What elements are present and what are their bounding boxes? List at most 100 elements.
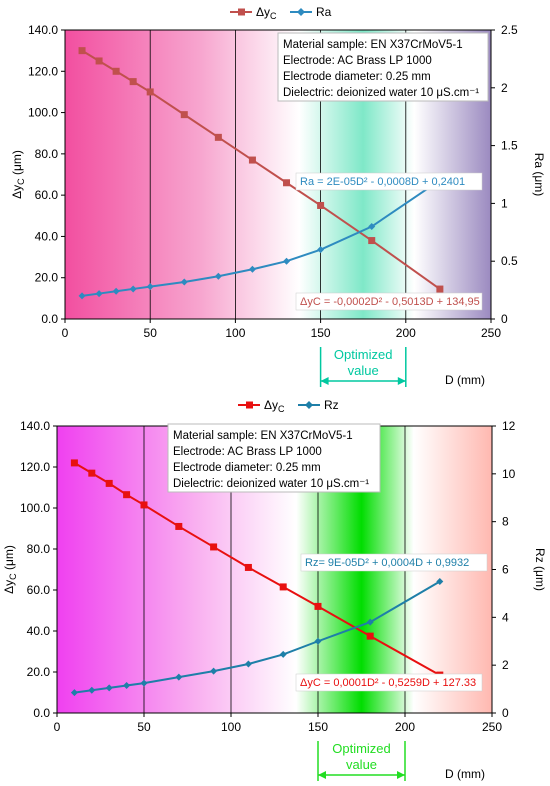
legend-label-main: Rz bbox=[324, 398, 339, 412]
equation-label: Rz= 9E-05D² + 0,0004D + 0,9932 bbox=[305, 557, 469, 569]
data-point bbox=[175, 522, 183, 530]
equation-box bbox=[295, 292, 483, 311]
legend-marker bbox=[246, 401, 253, 409]
data-point bbox=[436, 285, 444, 293]
legend-label-main: Ra bbox=[316, 5, 332, 19]
y-right-tick-label: 0 bbox=[502, 706, 509, 720]
equation-box bbox=[295, 673, 483, 692]
info-box-line: Electrode diameter: 0.25 mm bbox=[283, 71, 431, 83]
y-right-axis-label: Ra (μm) bbox=[532, 153, 546, 197]
data-point bbox=[70, 689, 78, 697]
data-point bbox=[78, 47, 86, 55]
y-left-tick-label: 0.0 bbox=[41, 312, 58, 326]
y-left-tick-label: 120.0 bbox=[28, 64, 58, 78]
y-left-label-sub: C bbox=[16, 178, 26, 185]
data-point bbox=[129, 285, 137, 293]
optimized-arrow-head-left bbox=[318, 771, 326, 779]
y-left-label-main: Δy bbox=[2, 580, 16, 594]
equation-label: ΔyC = -0,0002D² - 0,5013D + 134,95 bbox=[300, 296, 480, 308]
data-point bbox=[180, 111, 188, 119]
data-point bbox=[78, 292, 86, 300]
y-left-tick-label: 0.0 bbox=[33, 706, 50, 720]
y-left-tick-label: 80.0 bbox=[35, 147, 59, 161]
data-point bbox=[95, 57, 103, 65]
y-left-tick-label: 100.0 bbox=[20, 501, 50, 515]
x-tick-label: 0 bbox=[62, 326, 69, 340]
data-point bbox=[140, 501, 148, 509]
x-tick-label: 50 bbox=[137, 720, 151, 734]
legend-marker bbox=[297, 8, 305, 16]
x-tick-label: 150 bbox=[308, 720, 328, 734]
data-point bbox=[248, 265, 256, 273]
y-left-label-main: Δy bbox=[10, 185, 24, 199]
x-axis-label: D (mm) bbox=[445, 767, 485, 781]
optimized-arrow-head-right bbox=[397, 771, 405, 779]
y-right-tick-label: 8 bbox=[502, 515, 509, 529]
legend-label: Rz bbox=[324, 398, 339, 412]
legend-marker bbox=[305, 401, 313, 409]
y-left-tick-label: 40.0 bbox=[35, 229, 59, 243]
legend-label: ΔyC bbox=[256, 5, 277, 21]
data-point bbox=[436, 577, 444, 585]
data-point bbox=[283, 257, 291, 265]
data-point bbox=[123, 491, 131, 499]
data-point bbox=[146, 88, 154, 96]
y-right-tick-label: 0 bbox=[501, 312, 508, 326]
y-left-label-sub: C bbox=[8, 573, 18, 580]
legend-label-sub: C bbox=[278, 404, 285, 414]
equation-label: Ra = 2E-05D² - 0,0008D + 0,2401 bbox=[300, 176, 465, 188]
y-left-tick-label: 80.0 bbox=[27, 542, 51, 556]
optimized-label: value bbox=[348, 363, 379, 378]
info-box bbox=[167, 423, 381, 493]
x-tick-label: 0 bbox=[54, 720, 61, 734]
data-point bbox=[88, 469, 96, 477]
y-right-tick-label: 0.5 bbox=[501, 254, 518, 268]
data-point bbox=[129, 78, 137, 86]
y-right-tick-label: 1.5 bbox=[501, 139, 518, 153]
equation-label: ΔyC = 0,0001D² - 0,5259D + 127.33 bbox=[300, 677, 476, 689]
data-point bbox=[123, 681, 131, 689]
legend-label: Ra bbox=[316, 5, 332, 19]
x-tick-label: 100 bbox=[225, 326, 245, 340]
legend-label-sub: C bbox=[270, 11, 277, 21]
y-left-tick-label: 60.0 bbox=[35, 188, 59, 202]
data-point bbox=[368, 237, 376, 245]
data-point bbox=[214, 272, 222, 280]
info-box-line: Material sample: EN X37CrMoV5-1 bbox=[173, 430, 353, 442]
plot-frame bbox=[64, 29, 492, 320]
data-point bbox=[244, 660, 252, 668]
data-point bbox=[366, 618, 374, 626]
data-point bbox=[112, 67, 120, 75]
optimized-arrow-head-right bbox=[397, 377, 406, 385]
info-box-line: Electrode: AC Brass LP 1000 bbox=[173, 446, 322, 458]
y-left-tick-label: 140.0 bbox=[20, 419, 50, 433]
data-point bbox=[88, 686, 96, 694]
legend-label-main: Δy bbox=[256, 5, 270, 19]
data-point bbox=[70, 459, 78, 467]
y-left-tick-label: 120.0 bbox=[20, 460, 50, 474]
x-tick-label: 200 bbox=[396, 326, 416, 340]
equation-box bbox=[295, 172, 483, 191]
data-point bbox=[214, 133, 222, 141]
info-box-line: Dielectric: deionized water 10 μS.cm⁻¹ bbox=[173, 478, 369, 490]
data-point bbox=[146, 283, 154, 291]
info-box-line: Electrode: AC Brass LP 1000 bbox=[283, 55, 432, 67]
x-axis-label: D (mm) bbox=[445, 373, 485, 387]
data-point bbox=[279, 650, 287, 658]
data-point bbox=[314, 637, 322, 645]
data-point bbox=[210, 543, 218, 551]
chart-bottom: 0.0 20.0 40.0 60.0 80.0 100.0 120.0 140.0 0 2 4 6 8 1… bbox=[2, 398, 547, 781]
data-point bbox=[95, 290, 103, 298]
y-right-tick-label: 2 bbox=[502, 658, 509, 672]
y-left-tick-label: 60.0 bbox=[27, 583, 51, 597]
y-left-axis-label: ΔyC (μm) bbox=[10, 150, 26, 199]
y-left-label-unit: (μm) bbox=[10, 150, 24, 178]
y-left-tick-label: 20.0 bbox=[27, 665, 51, 679]
legend-label-main: Δy bbox=[264, 398, 278, 412]
y-left-tick-label: 100.0 bbox=[28, 106, 58, 120]
y-right-tick-label: 12 bbox=[502, 419, 516, 433]
y-left-tick-label: 20.0 bbox=[35, 271, 59, 285]
data-point bbox=[248, 156, 256, 164]
data-point bbox=[283, 179, 291, 187]
x-tick-label: 150 bbox=[311, 326, 331, 340]
